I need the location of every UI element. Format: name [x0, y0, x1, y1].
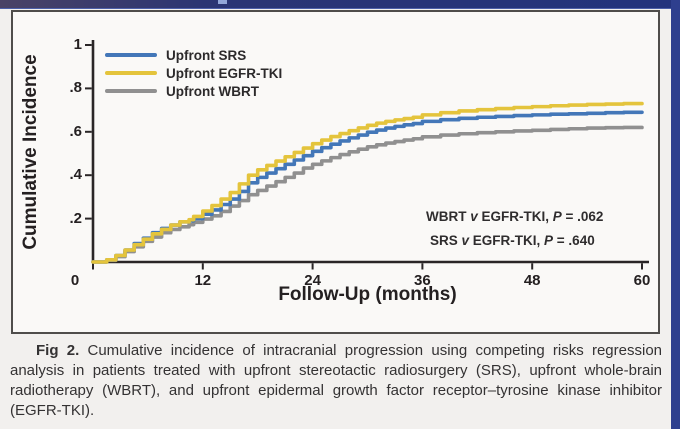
legend-item-label: Upfront WBRT	[166, 83, 259, 99]
y-tick-label: .2	[69, 209, 82, 227]
figure-caption: Fig 2. Cumulative incidence of intracran…	[10, 341, 662, 421]
anno-comparator: EGFR-TKI,	[477, 209, 553, 224]
y-tick-label: .6	[69, 122, 82, 140]
figure-caption-text: Cumulative incidence of intracranial pro…	[10, 342, 663, 419]
x-tick-label: 48	[523, 272, 541, 289]
x-axis-title: Follow-Up (months)	[278, 284, 457, 305]
anno-p-value: = .062	[561, 209, 604, 224]
accent-bar-notch	[218, 0, 227, 4]
legend-swatch-upfront-wbrt	[105, 88, 157, 94]
pvalue-srs-vs-egfr-tki: SRS v EGFR-TKI, P = .640	[430, 233, 595, 248]
legend: Upfront SRS Upfront EGFR-TKI Upfront WBRT	[105, 46, 282, 100]
y-axis-title: Cumulative Incidence	[20, 54, 41, 250]
legend-swatch-upfront-egfr-tki	[105, 70, 157, 76]
y-tick-label: .4	[69, 166, 82, 184]
curve-upfront-egfr-tki	[91, 101, 644, 264]
x-tick-label: 60	[633, 272, 651, 289]
anno-comparator: EGFR-TKI,	[469, 233, 545, 248]
x-tick-label: 12	[194, 272, 212, 289]
anno-group: SRS	[430, 233, 462, 248]
legend-item-label: Upfront EGFR-TKI	[166, 65, 283, 81]
x-tick-label: 0	[70, 272, 80, 289]
figure-caption-label: Fig 2.	[36, 342, 80, 359]
legend-swatch-upfront-srs	[105, 52, 157, 58]
anno-versus: v	[461, 233, 470, 248]
anno-versus: v	[470, 209, 478, 224]
anno-p-symbol: P	[552, 209, 562, 224]
anno-group: WBRT	[426, 209, 471, 224]
legend-item-upfront-egfr-tki: Upfront EGFR-TKI	[105, 64, 282, 82]
y-tick-label: 1	[73, 36, 82, 53]
legend-item-label: Upfront SRS	[166, 47, 247, 63]
anno-p-value: = .640	[553, 233, 595, 248]
x-tick-label: 24	[304, 272, 321, 289]
right-accent-bar	[671, 0, 680, 429]
anno-p-symbol: P	[544, 233, 554, 248]
pvalue-wbrt-vs-egfr-tki: WBRT v EGFR-TKI, P = .062	[426, 209, 603, 224]
legend-item-upfront-wbrt: Upfront WBRT	[105, 82, 282, 100]
legend-item-upfront-srs: Upfront SRS	[105, 46, 282, 64]
window-accent-bar	[0, 0, 680, 9]
figure-panel	[11, 10, 660, 334]
y-tick-label: .8	[69, 79, 82, 97]
x-tick-label: 36	[414, 272, 431, 289]
